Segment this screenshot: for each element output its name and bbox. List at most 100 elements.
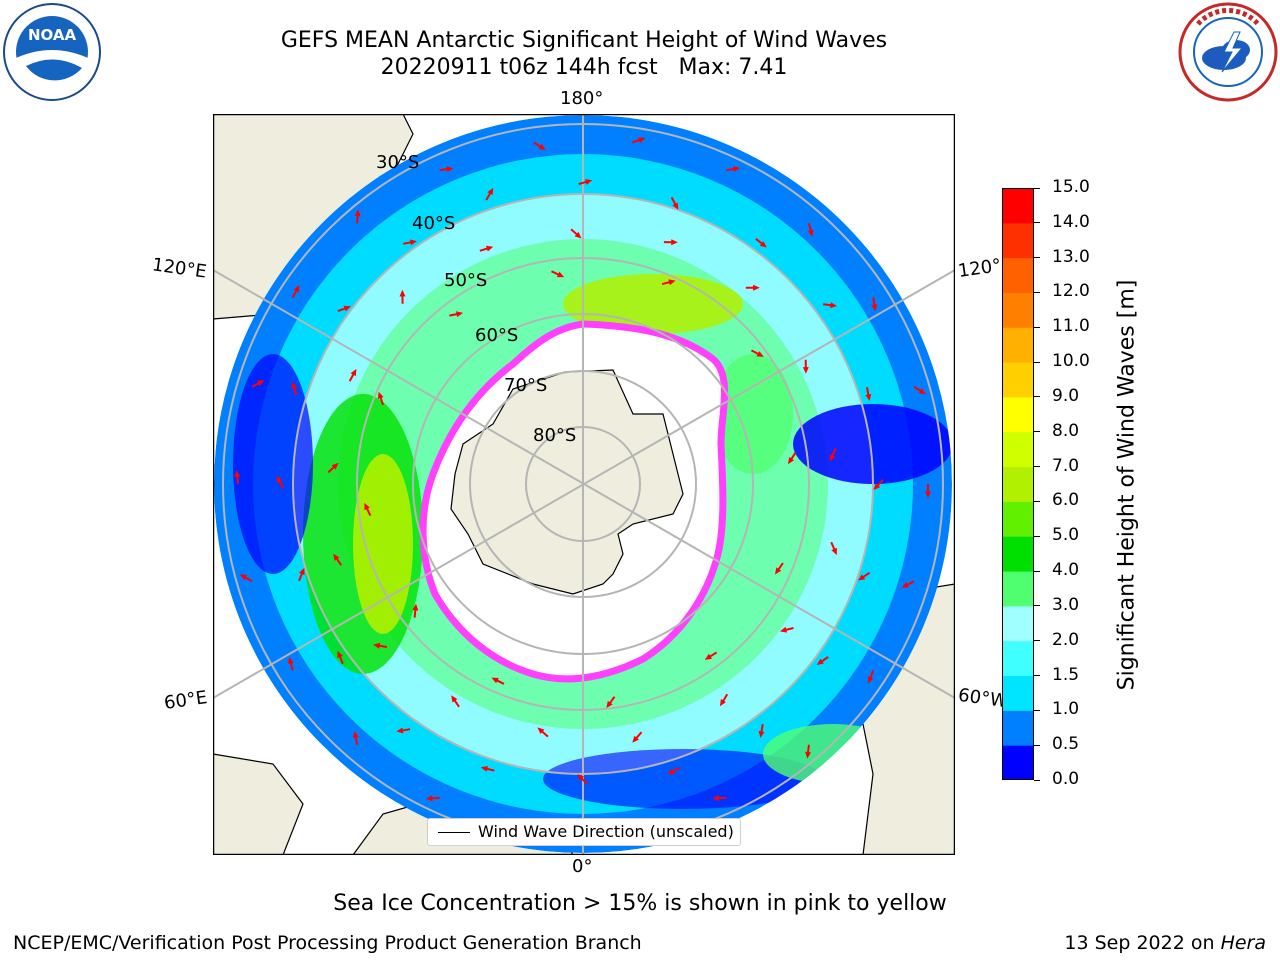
colorbar-tick-mark [1034,187,1040,189]
wave-arrow-head [364,502,370,511]
wave-arrow-head [538,143,546,150]
colorbar-block [1002,188,1034,224]
colorbar-block [1002,257,1034,293]
colorbar-tick-label: 8.0 [1052,420,1080,441]
colorbar-tick-label: 0.5 [1052,734,1080,755]
wave-arrow-head [352,730,359,739]
wave-arrow-head [331,462,339,470]
colorbar-tick-label: 14.0 [1052,211,1090,232]
wave-arrow-head [425,795,433,802]
colorbar-block [1002,431,1034,468]
wave-arrow-head [871,304,878,312]
colorbar-tick-mark [1034,222,1040,224]
wave-arrow-head [918,388,926,395]
colorbar-tick-mark [1034,361,1040,363]
wave-arrow-head [830,302,838,309]
wave-arrow-head [354,209,361,217]
wave-arrow-head [667,768,675,775]
footer-timestamp: 13 Sep 2022 on Hera [1064,932,1266,954]
footer-credit: NCEP/EMC/Verification Post Processing Pr… [13,932,642,954]
wave-arrow-head [377,391,384,399]
wave-arrow-head [671,239,678,246]
wave-arrow-head [829,454,836,462]
lon-label-120w: 120° [956,255,1003,282]
colorbar-tick-label: 13.0 [1052,246,1090,267]
colorbar-block [1002,745,1034,780]
wave-arrow-head [668,279,676,286]
wave-arrow-head [343,305,351,312]
wave-arrow-head [704,653,713,660]
wave-arrow-head [412,603,419,611]
wave-arrow-head [774,567,782,575]
colorbar-tick-label: 15.0 [1052,177,1090,197]
lon-label-180: 180° [560,88,604,109]
wave-arrow-head [858,574,866,581]
colorbar-block [1002,675,1034,711]
wave-arrow-head [753,284,760,291]
wave-arrow-head [758,730,765,738]
lon-label-120e: 120°E [150,254,208,283]
wave-arrow-head [293,285,300,293]
colorbar-tick-mark [1034,570,1040,572]
map-legend: Wind Wave Direction (unscaled) [427,818,741,846]
wave-arrow-head [455,311,464,318]
colorbar-tick-label: 12.0 [1052,281,1090,302]
lat-label-80s: 80°S [533,425,577,446]
wave-arrow-head [805,751,812,759]
wave-arrow-head [396,727,404,734]
footer-date: 13 Sep 2022 on [1064,932,1221,954]
wave-arrow-head [333,553,340,561]
wave-arrow-head [901,582,909,588]
colorbar-tick-label: 9.0 [1052,385,1080,406]
colorbar-tick-mark [1034,605,1040,607]
colorbar-tick-label: 5.0 [1052,525,1080,546]
colorbar-block [1002,640,1034,677]
wave-arrow-head [831,547,837,556]
wave-arrow-head [486,245,494,252]
wave-arrow-head [759,241,767,248]
colorbar-tick-mark [1034,326,1040,328]
wave-arrow-head [672,202,679,210]
colorbar-block [1002,501,1034,537]
wave-arrow-head [288,656,294,665]
wave-arrow-head [337,650,343,659]
wave-arrow-head [234,470,241,478]
wave-arrow-head [373,642,381,649]
colorbar-block [1002,396,1034,433]
lat-label-60s: 60°S [475,325,519,346]
polar-map [213,114,955,855]
wave-arrow-head [787,456,795,465]
noaa-logo: NOAA [3,3,101,101]
colorbar-tick-mark [1034,500,1040,502]
colorbar-tick-label: 7.0 [1052,455,1080,476]
colorbar-tick-label: 2.0 [1052,629,1080,650]
wave-arrow-head [867,676,874,684]
graticule [213,114,955,855]
colorbar-tick-mark [1034,779,1040,781]
wave-arrow-head [873,483,881,491]
colorbar-block [1002,362,1034,398]
wave-arrow-head [802,367,809,374]
wave-arrow-head [606,700,613,709]
wave-arrow-head [584,179,593,185]
lat-label-30s: 30°S [376,152,420,173]
wave-arrow-head [276,475,283,484]
colorbar-tick-mark [1034,466,1040,468]
wave-arrow-head [491,677,499,684]
wave-arrow-head [291,381,298,390]
wave-arrow-head [409,239,417,246]
antarctica [450,369,684,595]
legend-label: Wind Wave Direction (unscaled) [478,822,734,841]
lat-label-50s: 50°S [444,270,488,291]
footer-machine: Hera [1220,932,1266,954]
wave-arrow-head [577,774,585,781]
sea-ice-note: Sea Ice Concentration > 15% is shown in … [333,891,947,916]
lon-label-0: 0° [572,856,593,877]
colorbar [1002,188,1034,780]
lon-label-60e: 60°E [162,687,209,714]
wave-arrow-head [865,393,872,402]
colorbar-block [1002,327,1034,363]
wave-arrow-head [537,727,545,734]
colorbar-tick-label: 11.0 [1052,316,1090,337]
colorbar-tick-mark [1034,535,1040,537]
